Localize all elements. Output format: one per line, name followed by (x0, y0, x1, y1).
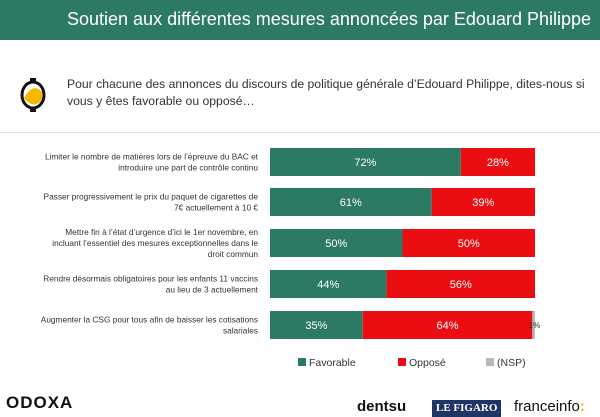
category-label-line: salariales (223, 326, 258, 336)
survey-question: Pour chacune des annonces du discours de… (67, 77, 585, 108)
data-label-oppose: 28% (487, 157, 509, 169)
category-label: Rendre désormais obligatoires pour les e… (43, 274, 258, 295)
data-label-oppose: 50% (458, 238, 480, 250)
legend-swatch (298, 358, 306, 366)
category-label-line: au lieu de 3 actuellement (166, 285, 259, 295)
odoxa-logo-icon (20, 78, 46, 112)
category-label-line: Augmenter la CSG pour tous afin de baiss… (41, 315, 258, 325)
category-label-line: Passer progressivement le prix du paquet… (44, 192, 259, 202)
data-label-oppose: 56% (450, 279, 472, 291)
dentsu-logo: dentsu (357, 398, 407, 415)
bar-segment-oppose (460, 148, 535, 176)
data-label-oppose: 39% (472, 197, 494, 209)
header-bar: Soutien aux différentes mesures annoncée… (0, 0, 600, 40)
bar-segment-oppose (431, 188, 535, 216)
category-label-line: Limiter le nombre de matières lors de l’… (45, 152, 259, 162)
legend-label: Opposé (409, 357, 446, 369)
bar-segment-favorable (270, 229, 403, 257)
bar-segment-favorable (270, 311, 363, 339)
stacked-bar-chart: Limiter le nombre de matières lors de l’… (41, 148, 541, 369)
data-label-favorable: 50% (325, 238, 347, 250)
category-label: Passer progressivement le prix du paquet… (44, 192, 259, 213)
category-label-line: Rendre désormais obligatoires pour les e… (43, 274, 258, 284)
data-label-favorable: 44% (317, 279, 339, 291)
bar-segment-oppose (386, 270, 535, 298)
category-label-line: droit commun (208, 249, 259, 259)
category-label: Augmenter la CSG pour tous afin de baiss… (41, 315, 258, 336)
category-label: Mettre fin à l’état d’urgence d’ici le 1… (52, 227, 258, 259)
page-title: Soutien aux différentes mesures annoncée… (67, 9, 592, 29)
bar-segment-favorable (270, 188, 432, 216)
legend-label: (NSP) (497, 357, 526, 369)
bar-segment-oppose (402, 229, 535, 257)
category-label-line: 7€ actuellement à 10 € (174, 203, 258, 213)
legend-label: Favorable (309, 357, 356, 369)
data-label-nsp: 1% (528, 320, 541, 330)
category-label-line: introduire une part de contrôle continu (118, 163, 258, 173)
data-label-oppose: 64% (437, 320, 459, 332)
category-label-line: Mettre fin à l’état d’urgence d’ici le 1… (65, 227, 258, 237)
bar-segment-nsp (532, 311, 535, 339)
category-label: Limiter le nombre de matières lors de l’… (45, 152, 259, 173)
franceinfo-text: franceinfo (514, 398, 580, 415)
category-label-line: incluant l’essentiel des mesures excepti… (52, 238, 258, 248)
divider (0, 132, 600, 133)
odoxa-logo: ODOXA (6, 393, 74, 412)
franceinfo-colon: : (579, 398, 585, 415)
bar-segment-oppose (362, 311, 533, 339)
franceinfo-logo: franceinfo: (514, 398, 585, 417)
data-label-favorable: 72% (354, 157, 376, 169)
bar-segment-favorable (270, 270, 387, 298)
le-figaro-logo: LE FIGARO (432, 400, 502, 417)
legend-swatch (398, 358, 406, 366)
bar-segment-favorable (270, 148, 461, 176)
data-label-favorable: 35% (305, 320, 327, 332)
data-label-favorable: 61% (340, 197, 362, 209)
legend-swatch (486, 358, 494, 366)
